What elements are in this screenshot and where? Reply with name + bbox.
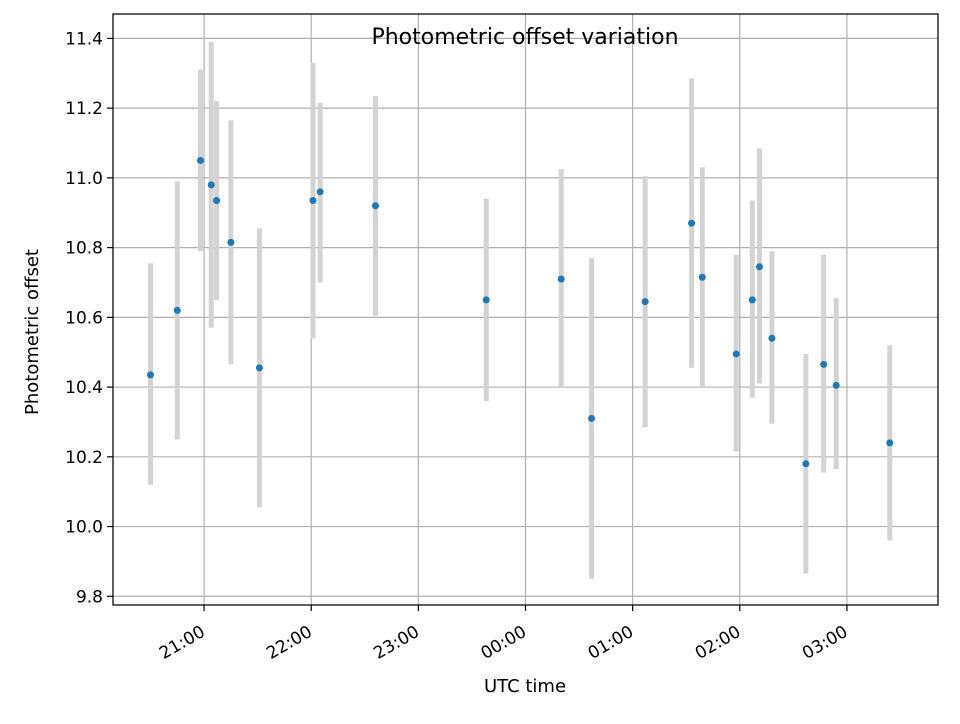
data-point (886, 439, 894, 447)
data-point (768, 334, 776, 342)
data-point (557, 275, 565, 283)
chart-title: Photometric offset variation (371, 25, 678, 50)
data-point (213, 197, 221, 205)
y-tick-label: 10.8 (65, 239, 103, 259)
data-point (641, 298, 649, 306)
x-tick-label: 03:00 (799, 622, 851, 664)
y-tick-label: 11.2 (65, 99, 103, 119)
data-point (748, 296, 756, 304)
data-point (688, 219, 696, 227)
y-tick-label: 10.4 (65, 378, 103, 398)
x-tick-label: 00:00 (478, 622, 530, 664)
data-point (309, 197, 317, 205)
y-tick-label: 10.2 (65, 448, 103, 468)
data-point (732, 350, 740, 358)
x-axis-label: UTC time (484, 676, 566, 697)
data-point (147, 371, 154, 379)
data-points (147, 156, 894, 468)
data-point (372, 202, 379, 210)
data-point (820, 360, 828, 368)
x-tick-label: 01:00 (585, 622, 637, 664)
y-tick-label: 10.0 (65, 518, 103, 538)
data-point (832, 381, 840, 389)
error-bars (148, 41, 893, 579)
data-point (802, 460, 810, 468)
data-point (588, 414, 596, 422)
x-tick-label: 21:00 (156, 622, 208, 664)
y-axis-ticks: 9.8 10.0 10.2 10.4 10.6 10.8 11.0 11.2 11.4 (65, 29, 113, 607)
x-tick-label: 23:00 (370, 622, 422, 664)
y-axis-label: Photometric offset (22, 249, 43, 415)
x-tick-label: 02:00 (692, 622, 744, 664)
data-point (173, 306, 181, 314)
data-point (255, 364, 263, 372)
y-tick-label: 11.4 (65, 29, 103, 49)
y-tick-label: 11.0 (65, 169, 103, 189)
data-point (197, 156, 204, 164)
x-tick-label: 22:00 (263, 622, 315, 664)
y-tick-label: 10.6 (65, 308, 103, 328)
grid-lines (113, 14, 938, 605)
data-point (207, 181, 215, 189)
y-tick-label: 9.8 (76, 587, 103, 607)
data-point (755, 263, 763, 271)
data-point (227, 238, 235, 246)
data-point (316, 188, 324, 196)
x-axis-ticks: 21:00 22:00 23:00 00:00 01:00 02:00 03:00 (156, 605, 851, 664)
data-point (698, 273, 706, 281)
data-point (482, 296, 490, 304)
